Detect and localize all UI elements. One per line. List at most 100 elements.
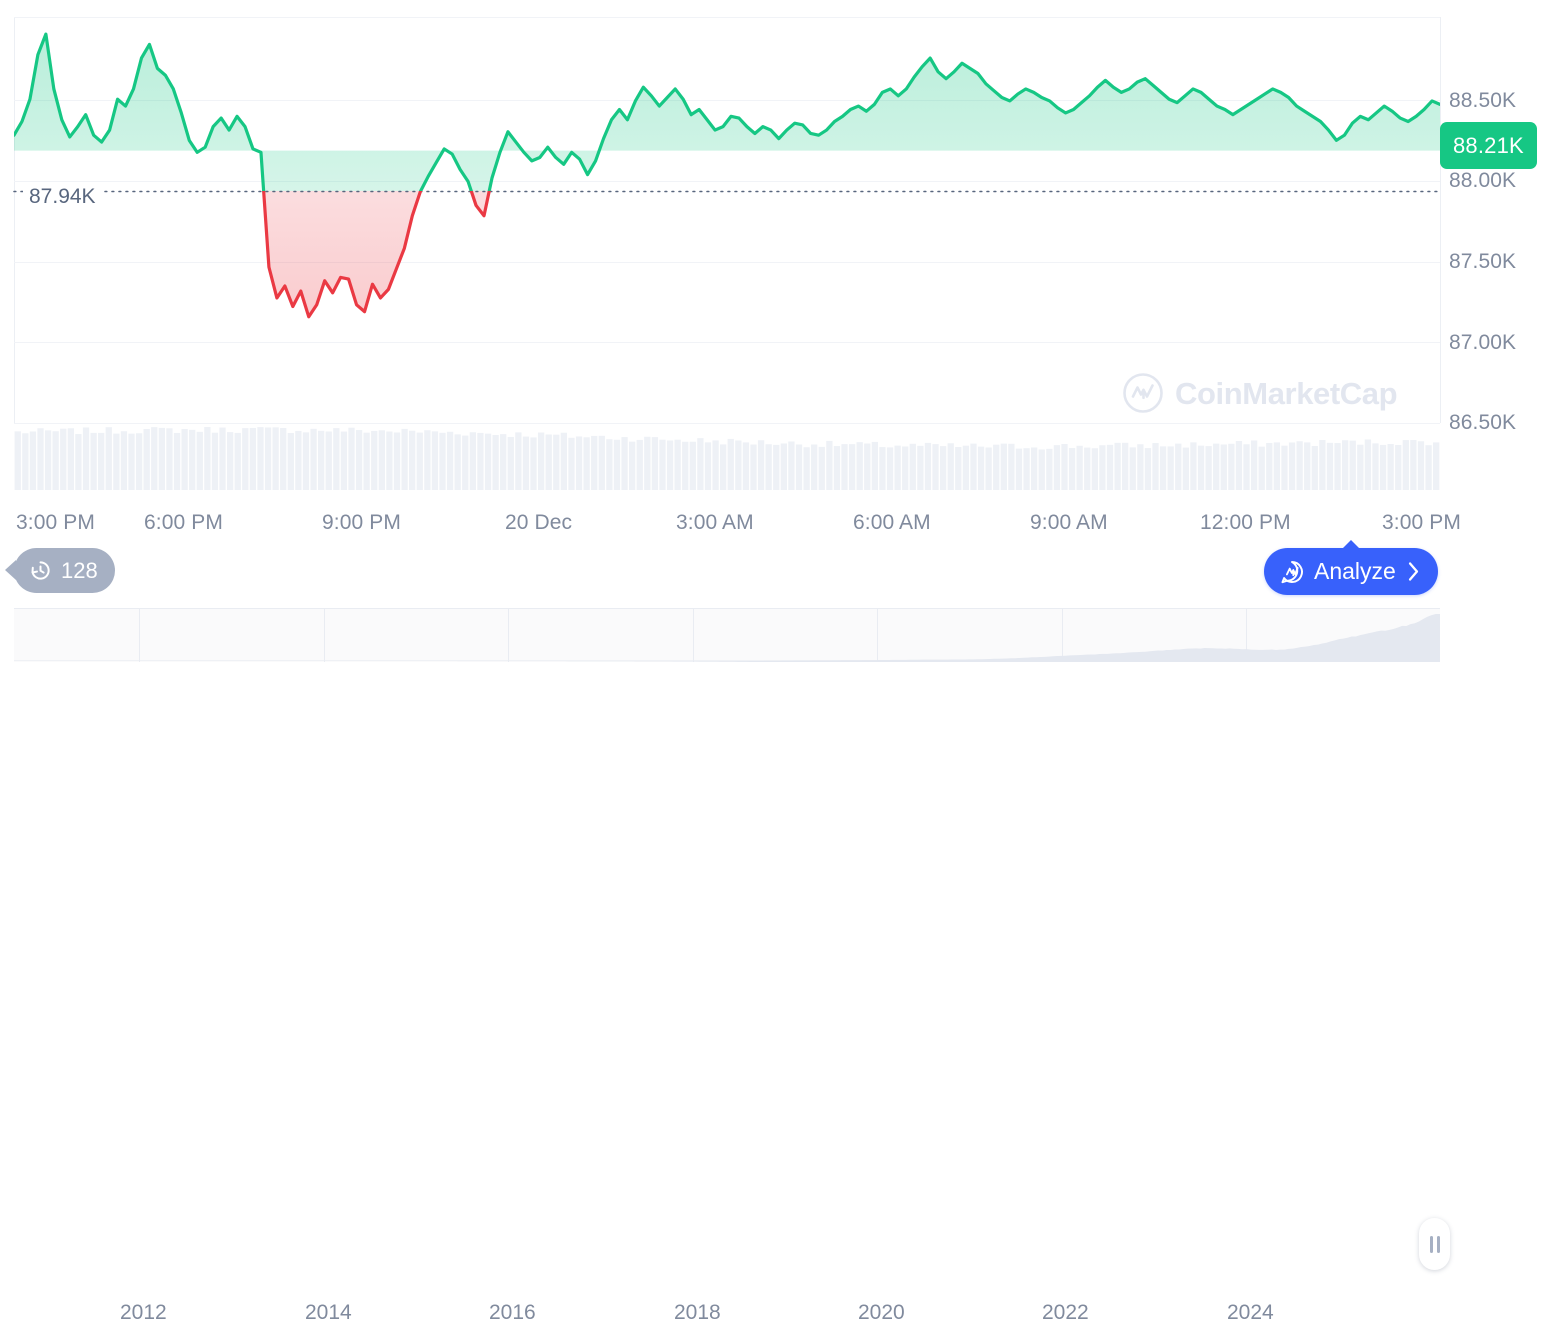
volume-bar — [811, 444, 818, 490]
volume-bar — [507, 436, 514, 490]
volume-bar — [310, 428, 317, 490]
volume-bar — [302, 432, 310, 490]
volume-bar — [1364, 439, 1372, 490]
volume-bar — [1334, 443, 1341, 490]
volume-bar — [682, 441, 689, 490]
volume-bar — [841, 444, 848, 490]
volume-bar — [1000, 443, 1007, 490]
volume-bar — [1129, 447, 1136, 490]
volume-bar — [37, 428, 44, 490]
volume-bar — [977, 446, 985, 490]
volume-bar — [553, 434, 560, 490]
volume-bar — [902, 446, 909, 490]
volume-bar — [848, 444, 856, 490]
x-axis-tick-6: 9:00 AM — [1030, 511, 1108, 534]
volume-bar — [1023, 448, 1030, 490]
volume-bar — [924, 442, 932, 490]
navigator-tick-3: 2018 — [674, 1301, 721, 1324]
volume-bar — [1114, 442, 1121, 490]
volume-bar — [689, 441, 696, 490]
volume-bar — [636, 439, 643, 490]
navigator-history-area — [14, 614, 1440, 662]
volume-bar — [856, 442, 863, 490]
volume-bar — [1357, 444, 1364, 490]
volume-bar — [226, 432, 234, 490]
volume-bar — [735, 440, 742, 490]
x-axis-tick-0: 3:00 PM — [16, 511, 95, 534]
volume-bar — [1061, 444, 1068, 490]
chart-navigator[interactable]: 2012 2014 2016 2018 2020 2022 2024 — [0, 600, 1566, 1323]
volume-bar — [1410, 440, 1417, 490]
volume-bar — [416, 432, 423, 490]
volume-bar — [583, 437, 590, 490]
volume-bar — [1311, 446, 1318, 490]
main-price-chart[interactable]: 88.50K 88.00K 87.50K 87.00K 86.50K 3:00 … — [0, 0, 1566, 533]
volume-bar — [120, 431, 128, 490]
volume-bar — [1417, 441, 1425, 490]
volume-bar — [211, 432, 219, 490]
volume-bar — [697, 438, 704, 490]
volume-bar — [295, 430, 302, 490]
volume-bar — [378, 430, 385, 490]
volume-bar — [864, 443, 871, 490]
navigator-selection-mask — [14, 608, 1440, 662]
volume-bar — [871, 441, 879, 490]
volume-bar — [606, 439, 613, 490]
volume-bar — [1015, 448, 1023, 490]
volume-bar — [803, 447, 810, 490]
volume-bar — [591, 435, 598, 490]
volume-bar — [477, 432, 484, 490]
volume-bar — [424, 430, 431, 490]
x-axis-tick-4: 3:00 AM — [676, 511, 754, 534]
volume-bar — [128, 433, 135, 490]
volume-bar — [287, 433, 294, 490]
x-axis-tick-7: 12:00 PM — [1200, 511, 1291, 534]
volume-bar — [75, 434, 82, 490]
volume-bar — [1068, 448, 1076, 490]
volume-bar — [22, 433, 29, 490]
volume-bar — [530, 437, 537, 490]
y-axis-tick-4: 86.50K — [1449, 411, 1517, 434]
price-line-up — [14, 32, 1440, 191]
volume-bar — [340, 431, 348, 490]
volume-bar — [1235, 441, 1243, 490]
volume-bar — [1053, 445, 1061, 490]
volume-bar — [742, 442, 750, 490]
volume-bar — [1319, 440, 1326, 490]
volume-bar — [879, 447, 886, 490]
navigator-svg[interactable] — [0, 600, 1566, 732]
volume-bar — [522, 436, 530, 490]
volume-bar — [894, 445, 901, 490]
volume-bar — [780, 443, 787, 490]
volume-bar — [204, 426, 211, 490]
volume-bar — [462, 435, 469, 490]
volume-bar — [985, 447, 992, 490]
volume-bar — [1379, 444, 1387, 490]
volume-bar — [1395, 445, 1402, 490]
price-area-up — [14, 34, 1440, 191]
volume-bar — [993, 444, 1000, 490]
history-count-badge[interactable]: 128 — [5, 548, 115, 593]
x-axis-tick-2: 9:00 PM — [322, 511, 401, 534]
volume-bar — [1273, 442, 1281, 490]
volume-bar — [363, 432, 370, 490]
baseline-price-label: 87.94K — [23, 182, 104, 212]
price-line-down — [262, 191, 491, 319]
navigator-drag-handle-right[interactable] — [1419, 1218, 1450, 1270]
x-axis-tick-3: 20 Dec — [505, 511, 573, 534]
volume-bar — [666, 440, 674, 490]
volume-bar — [621, 437, 628, 490]
volume-bar — [773, 444, 780, 490]
handle-bar — [1429, 1235, 1433, 1253]
volume-bar — [1167, 446, 1174, 490]
gridlines — [14, 17, 1440, 424]
volume-bar — [1220, 444, 1227, 490]
volume-bar — [1433, 442, 1440, 490]
volume-bar — [318, 430, 325, 490]
volume-bar — [704, 442, 712, 490]
volume-bar — [1296, 441, 1303, 490]
navigator-tick-2: 2016 — [489, 1301, 536, 1324]
price-plot-svg[interactable] — [0, 0, 1566, 500]
analyze-button[interactable]: Analyze — [1264, 540, 1438, 595]
volume-bar — [181, 429, 188, 490]
